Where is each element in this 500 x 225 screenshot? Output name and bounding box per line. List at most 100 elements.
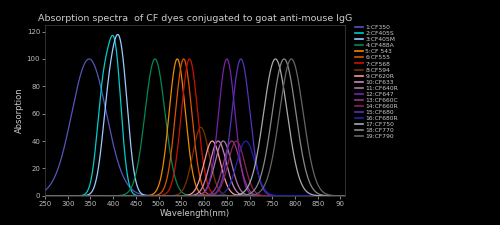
12:CF647 [224,58,230,60]
14:CF660R [266,194,272,197]
15:CF680 [237,58,243,61]
Line: 15:CF680: 15:CF680 [45,59,345,196]
6:CF555 [222,194,228,197]
16:CF680R [243,140,249,142]
14:CF660R [234,140,239,142]
6:CF555 [237,194,243,197]
10:CF633 [156,194,162,197]
19:CF790 [42,194,48,197]
13:CF660C [288,194,294,197]
13:CF660C [237,162,243,164]
19:CF790 [342,194,348,197]
12:CF647 [342,194,348,197]
16:CF680R [342,194,348,197]
12:CF647 [42,194,48,197]
17:CF750 [156,194,162,197]
10:CF633 [237,193,243,196]
16:CF680R [288,194,294,197]
3:CF405M [222,194,228,197]
14:CF660R [237,145,243,148]
8:CF594 [42,194,48,197]
3:CF405M [237,194,243,197]
Line: 4:CF488A: 4:CF488A [45,59,345,196]
16:CF680R [222,191,228,193]
9:CF620R [96,194,102,197]
4:CF488A [96,194,102,197]
7:CF568 [222,194,228,197]
17:CF750 [222,194,228,197]
6:CF555 [156,193,162,195]
Line: 17:CF750: 17:CF750 [45,59,345,196]
14:CF660R [288,194,294,197]
Line: 6:CF555: 6:CF555 [45,59,345,196]
Line: 13:CF660C: 13:CF660C [45,141,345,196]
1:CF350 [266,194,272,197]
13:CF660C [229,140,235,142]
12:CF647 [237,158,243,161]
10:CF633 [215,140,221,142]
2:CF405S [237,194,243,197]
12:CF647 [288,194,294,197]
1:CF350 [156,194,162,197]
Line: 18:CF770: 18:CF770 [45,59,345,196]
3:CF405M [342,194,348,197]
5:CF 543 [96,194,102,197]
5:CF 543 [42,194,48,197]
14:CF660R [222,174,228,177]
6:CF555 [96,194,102,197]
19:CF790 [266,172,272,175]
11:CF640R [222,141,228,144]
3:CF405M [156,194,162,197]
17:CF750 [272,58,278,60]
2:CF405S [342,194,348,197]
16:CF680R [237,150,243,153]
15:CF680 [222,165,228,168]
1:CF350 [86,58,92,60]
13:CF660C [266,194,272,197]
15:CF680 [266,193,272,196]
19:CF790 [237,194,243,197]
Line: 19:CF790: 19:CF790 [45,59,345,196]
15:CF680 [96,194,102,197]
Title: Absorption spectra  of CF dyes conjugated to goat anti-mouse IgG: Absorption spectra of CF dyes conjugated… [38,14,352,22]
18:CF770 [222,194,228,197]
3:CF405M [266,194,272,197]
Line: 16:CF680R: 16:CF680R [45,141,345,196]
19:CF790 [288,58,294,60]
12:CF647 [156,194,162,197]
14:CF660R [96,194,102,197]
15:CF680 [288,194,294,197]
4:CF488A [152,58,158,60]
8:CF594 [266,194,272,197]
1:CF350 [96,81,102,83]
10:CF633 [96,194,102,197]
10:CF633 [42,194,48,197]
7:CF568 [156,194,162,197]
12:CF647 [222,61,228,64]
11:CF640R [220,140,226,142]
18:CF770 [342,194,348,197]
8:CF594 [288,194,294,197]
1:CF350 [237,194,243,197]
18:CF770 [266,135,272,137]
5:CF 543 [237,194,243,197]
5:CF 543 [156,181,162,184]
19:CF790 [288,58,294,60]
4:CF488A [266,194,272,197]
16:CF680R [156,194,162,197]
12:CF647 [96,194,102,197]
11:CF640R [96,194,102,197]
5:CF 543 [288,194,294,197]
7:CF568 [342,194,348,197]
11:CF640R [156,194,162,197]
1:CF350 [342,194,348,197]
5:CF 543 [266,194,272,197]
13:CF660C [156,194,162,197]
18:CF770 [156,194,162,197]
16:CF680R [266,192,272,195]
7:CF568 [42,194,48,197]
7:CF568 [237,194,243,197]
17:CF750 [342,194,348,197]
4:CF488A [222,194,228,197]
10:CF633 [342,194,348,197]
